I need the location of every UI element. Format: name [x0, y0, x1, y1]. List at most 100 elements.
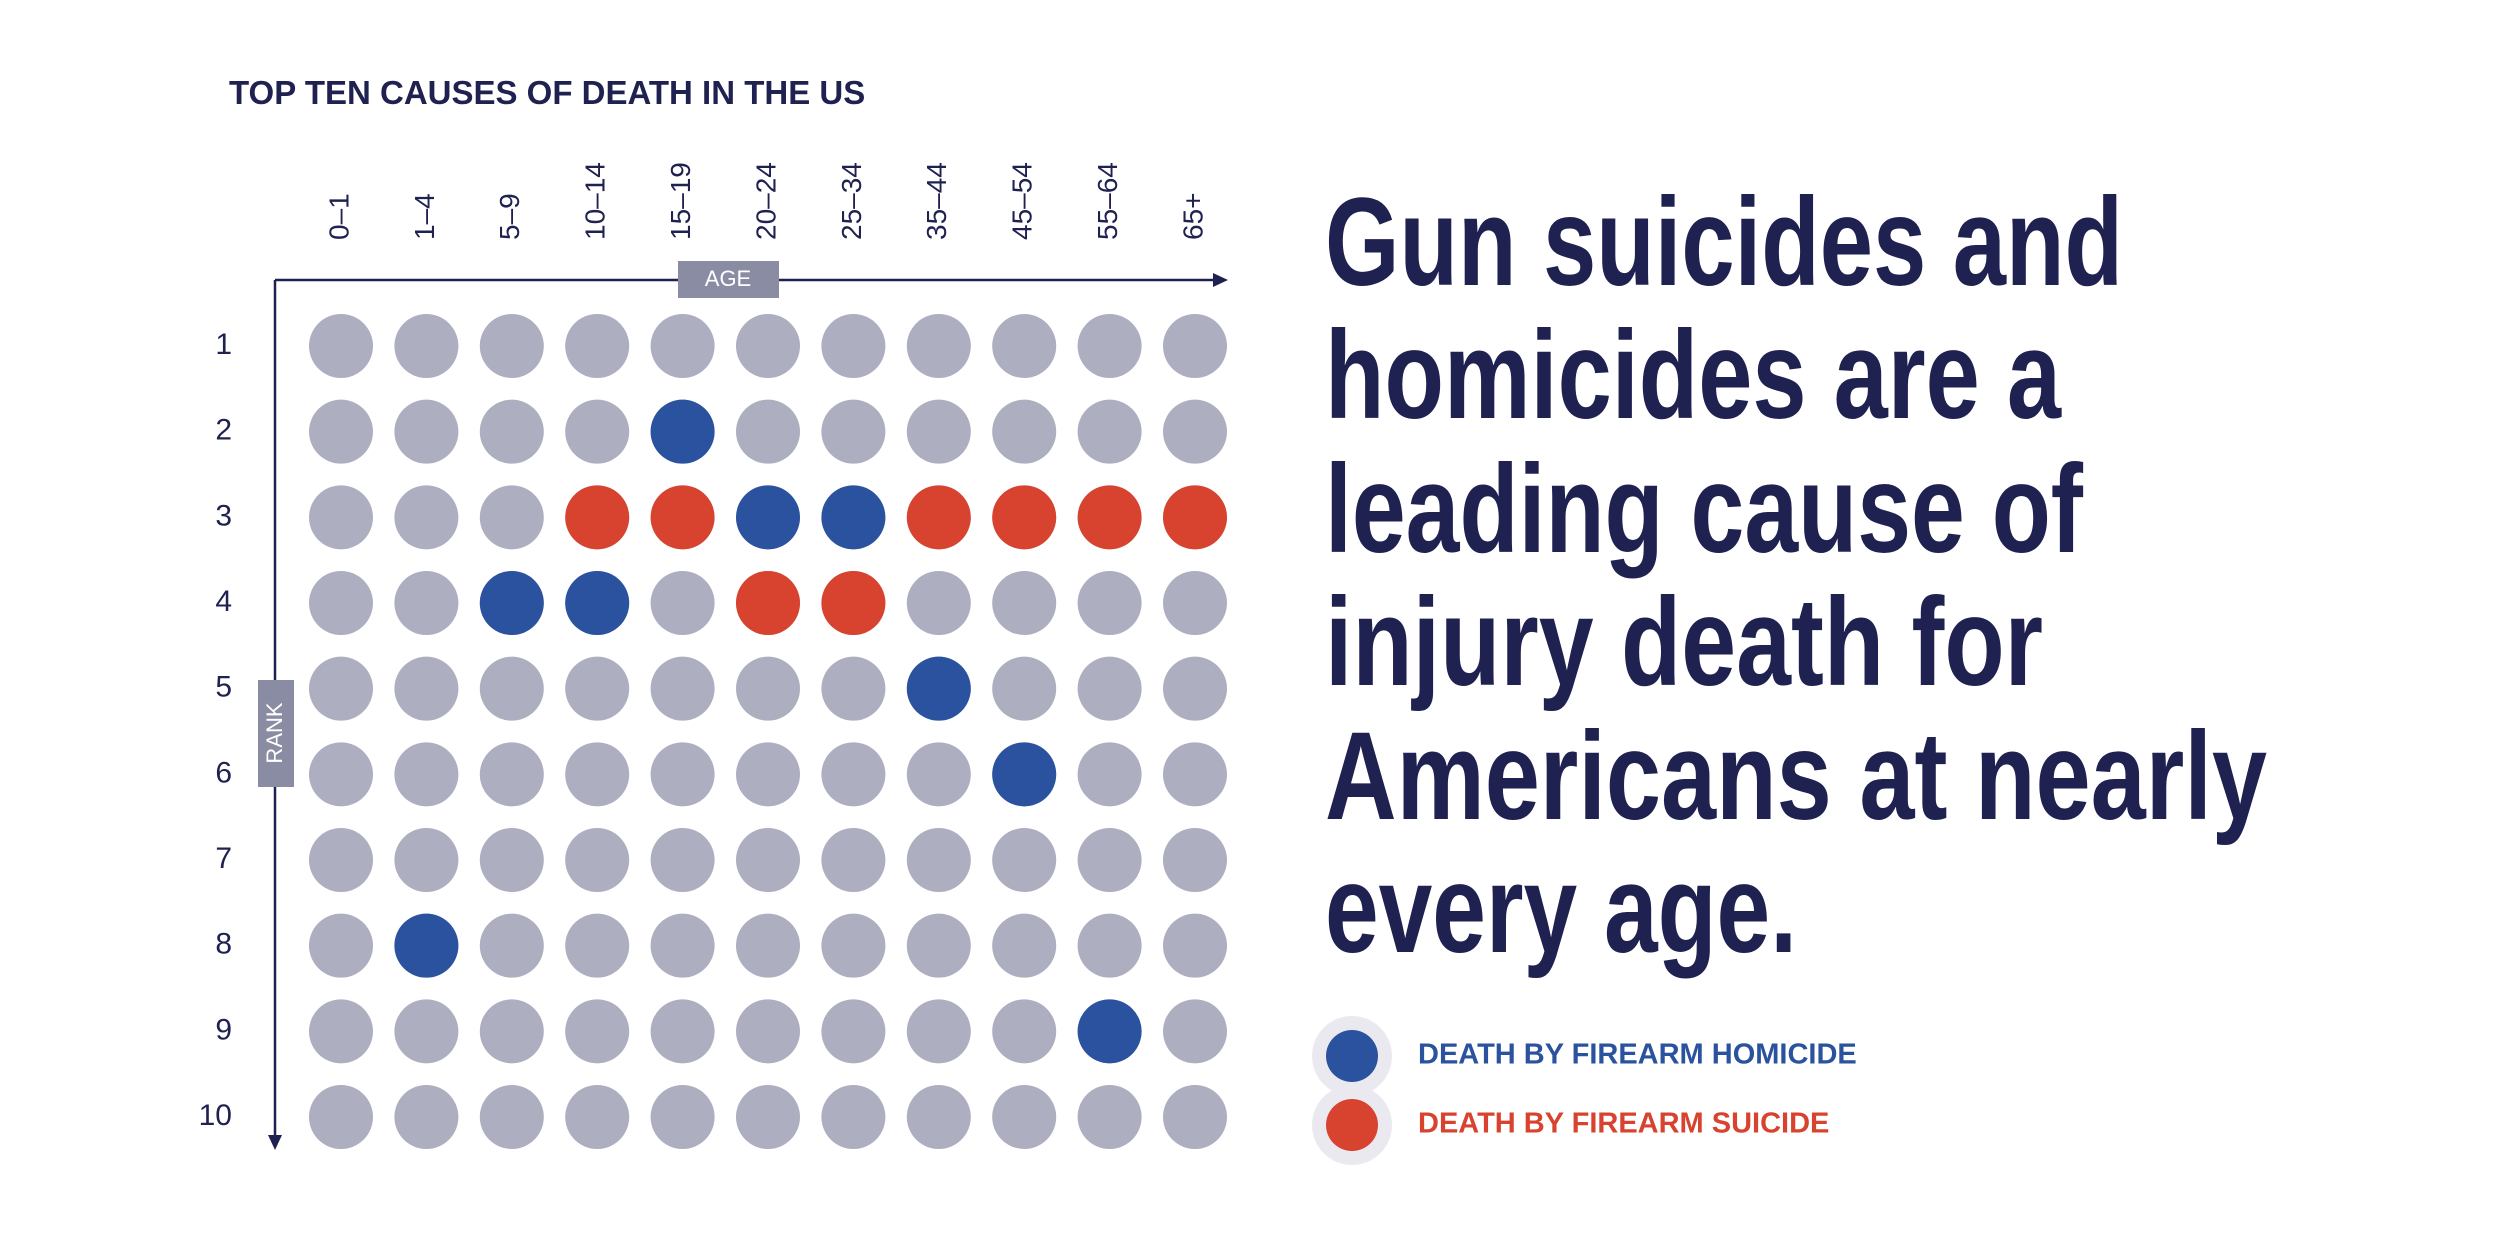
grid-dot [394, 314, 459, 378]
grid-dot [479, 399, 544, 464]
grid-dot [650, 999, 715, 1064]
grid-dot [1163, 913, 1227, 978]
y-tick-label: 4 [215, 585, 232, 618]
grid-dot [992, 913, 1057, 978]
dot [394, 913, 459, 978]
grid-dot [906, 1085, 971, 1149]
grid-dot [479, 1085, 544, 1149]
grid-dot [736, 656, 800, 721]
legend-label: DEATH BY FIREARM HOMICIDE [1418, 1039, 1857, 1071]
grid-dot [650, 828, 715, 892]
grid-dot [394, 399, 459, 464]
grid-dot [736, 999, 800, 1064]
x-tick-label: 5–9 [494, 193, 525, 240]
grid-dot [992, 828, 1057, 892]
grid-dot [1163, 571, 1227, 635]
y-tick-label: 9 [215, 1013, 232, 1046]
grid-dot [821, 913, 886, 978]
grid-dot [821, 999, 886, 1064]
grid-dot [479, 913, 544, 978]
grid-dot [309, 571, 373, 635]
grid-dot [736, 314, 800, 378]
grid-dot [906, 571, 971, 635]
x-tick-label: 25–34 [836, 162, 867, 240]
grid-dot [992, 571, 1057, 635]
y-label-box [258, 680, 294, 787]
grid-dot [394, 656, 459, 721]
headline-line: Americans at nearly [1325, 707, 2267, 846]
y-tick-label: 5 [215, 671, 232, 704]
grid-dot [309, 485, 373, 550]
grid-dot [1077, 1085, 1142, 1149]
chart-title: TOP TEN CAUSES OF DEATH IN THE US [229, 74, 865, 111]
dot [650, 399, 715, 464]
grid-dot [1077, 571, 1142, 635]
headline-line: homicides are a [1325, 306, 2062, 445]
grid-dot [565, 1085, 630, 1149]
grid-dot [565, 742, 630, 807]
y-axis-arrow [268, 1135, 282, 1150]
dot [992, 742, 1057, 807]
grid-dot [992, 1085, 1057, 1149]
grid-dot [1077, 399, 1142, 464]
grid-dot [394, 999, 459, 1064]
grid-dot [309, 656, 373, 721]
headline-line: every age. [1325, 840, 1797, 979]
x-tick-label: 1–4 [409, 193, 440, 240]
grid-dot [479, 828, 544, 892]
y-tick-label: 7 [215, 842, 232, 875]
grid-dot [394, 571, 459, 635]
grid-dot [479, 742, 544, 807]
grid-dot [565, 913, 630, 978]
grid-dot [736, 913, 800, 978]
dot [821, 571, 886, 635]
dot [565, 571, 630, 635]
grid-dot [821, 399, 886, 464]
grid-dot [1077, 828, 1142, 892]
grid-dot [906, 742, 971, 807]
grid-dot [565, 314, 630, 378]
grid-dot [906, 314, 971, 378]
dot [906, 485, 971, 550]
grid-dot [309, 742, 373, 807]
y-tick-label: 6 [215, 756, 232, 789]
grid-dot [1077, 656, 1142, 721]
x-axis-label: AGE [705, 266, 751, 291]
dot [479, 571, 544, 635]
grid-dot [650, 1085, 715, 1149]
grid-dot [1077, 913, 1142, 978]
grid-dot [906, 828, 971, 892]
y-tick-label: 8 [215, 928, 232, 961]
legend-swatch [1326, 1099, 1378, 1151]
grid-dot [736, 742, 800, 807]
x-tick-label: 0–1 [323, 193, 354, 240]
grid-dot [309, 1085, 373, 1149]
dot [992, 485, 1057, 550]
grid-dot [821, 1085, 886, 1149]
grid-dot [736, 828, 800, 892]
grid-dot [394, 742, 459, 807]
grid-dot [394, 485, 459, 550]
grid-dot [906, 999, 971, 1064]
grid-dot [1163, 656, 1227, 721]
dot [650, 485, 715, 550]
grid-dot [565, 999, 630, 1064]
grid-dot [1163, 999, 1227, 1064]
x-tick-label: 20–24 [750, 162, 781, 240]
dot [1163, 485, 1227, 550]
dot [736, 485, 800, 550]
dot [1077, 485, 1142, 550]
x-tick-label: 35–44 [921, 162, 952, 240]
headline-line: leading cause of [1325, 440, 2083, 579]
grid-dot [479, 656, 544, 721]
grid-dot [394, 828, 459, 892]
dot [1077, 999, 1142, 1064]
grid-dot [821, 314, 886, 378]
grid-dot [309, 314, 373, 378]
grid-dot [1163, 1085, 1227, 1149]
grid-dot [650, 656, 715, 721]
headline-line: Gun suicides and [1325, 173, 2123, 312]
x-tick-label: 65+ [1177, 193, 1208, 241]
